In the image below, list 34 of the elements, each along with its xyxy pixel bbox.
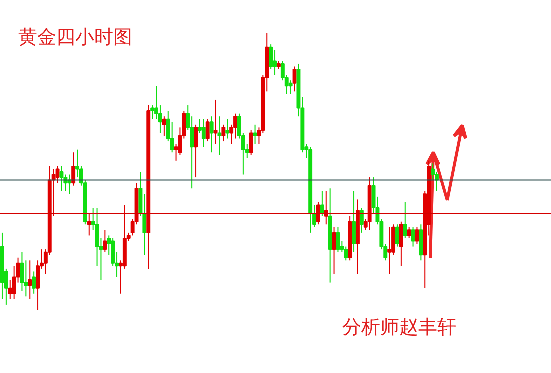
candlestick [218, 116, 222, 156]
candlestick [288, 80, 293, 95]
candlestick [194, 124, 198, 178]
chart-title: 黄金四小时图 [18, 26, 132, 48]
candlestick [292, 66, 297, 92]
candlestick [407, 226, 412, 239]
candlestick [336, 226, 340, 253]
candlestick [72, 152, 76, 186]
candlestick [28, 260, 32, 300]
candlestick [103, 230, 108, 253]
candlestick [411, 226, 416, 248]
candlestick [253, 124, 258, 145]
candlestick [210, 116, 214, 154]
candlestick [399, 221, 404, 267]
candlestick [249, 130, 254, 156]
candlestick [150, 105, 155, 120]
candlestick [214, 99, 218, 145]
candlestick [222, 124, 226, 142]
candlestick [60, 166, 64, 192]
candlestick [226, 118, 230, 140]
candlestick [403, 202, 408, 239]
candlestick [32, 271, 36, 294]
candlestick [8, 280, 12, 300]
candlestick [320, 190, 324, 217]
candlestick [415, 226, 420, 245]
candlestick [352, 190, 356, 253]
text: 分析师赵丰轩 [342, 316, 456, 338]
candlestick [206, 118, 210, 142]
candlestick [162, 116, 166, 136]
candlestick [202, 118, 206, 148]
candlestick [360, 208, 364, 234]
candlestick [388, 226, 392, 275]
candlestick [395, 224, 400, 248]
candlestick [273, 50, 278, 76]
